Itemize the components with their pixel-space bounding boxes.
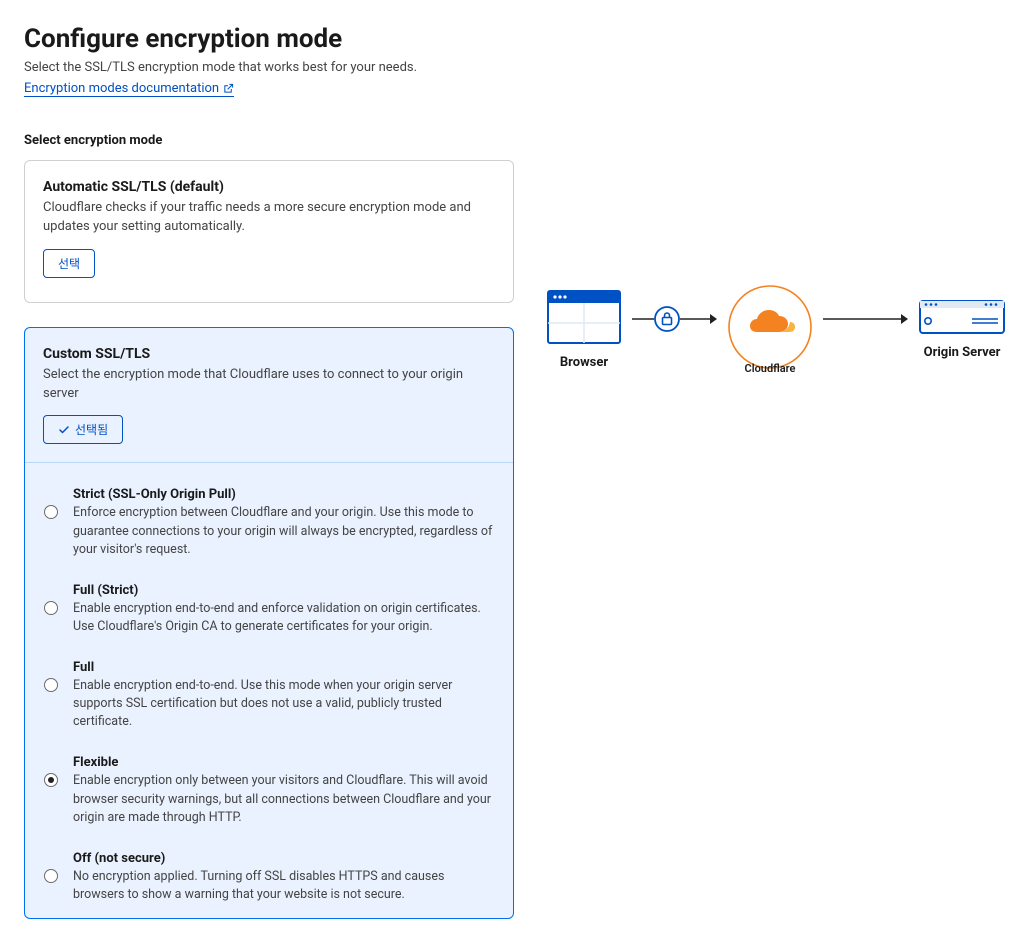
- selected-custom-button-label: 선택됨: [75, 421, 108, 438]
- section-label: Select encryption mode: [24, 133, 514, 148]
- option-desc: Enable encryption only between your visi…: [73, 772, 495, 826]
- connection-diagram: Browser: [546, 284, 1006, 375]
- documentation-link[interactable]: Encryption modes documentation: [24, 81, 234, 97]
- page-title: Configure encryption mode: [24, 24, 514, 54]
- select-automatic-button[interactable]: 선택: [43, 249, 95, 278]
- diagram-browser-label: Browser: [560, 355, 608, 370]
- page-subtitle: Select the SSL/TLS encryption mode that …: [24, 60, 514, 75]
- diagram-origin-label: Origin Server: [924, 345, 1001, 360]
- option-desc: Enforce encryption between Cloudflare an…: [73, 504, 495, 558]
- origin-server-icon: [918, 299, 1006, 335]
- diagram-arrow-cloudflare-origin: [823, 313, 908, 325]
- encryption-options-list: Strict (SSL-Only Origin Pull) Enforce enc…: [25, 462, 513, 918]
- option-title: Strict (SSL-Only Origin Pull): [73, 487, 495, 502]
- radio-input[interactable]: [44, 678, 58, 692]
- diagram-browser-node: Browser: [546, 289, 622, 370]
- radio-input[interactable]: [44, 601, 58, 615]
- card-automatic-ssl: Automatic SSL/TLS (default) Cloudflare c…: [24, 160, 514, 303]
- option-desc: Enable encryption end-to-end. Use this m…: [73, 677, 495, 731]
- card-custom-title: Custom SSL/TLS: [43, 346, 495, 362]
- diagram-arrow-browser-cloudflare: [632, 305, 717, 333]
- radio-input[interactable]: [44, 505, 58, 519]
- card-custom-desc: Select the encryption mode that Cloudfla…: [43, 366, 495, 404]
- browser-icon: [546, 289, 622, 345]
- encryption-option[interactable]: Full Enable encryption end-to-end. Use th…: [43, 650, 495, 745]
- option-title: Full (Strict): [73, 583, 495, 598]
- radio-input[interactable]: [44, 773, 58, 787]
- check-icon: [58, 424, 70, 436]
- option-title: Flexible: [73, 755, 495, 770]
- encryption-option[interactable]: Off (not secure) No encryption applied. T…: [43, 841, 495, 918]
- card-automatic-title: Automatic SSL/TLS (default): [43, 179, 495, 195]
- diagram-origin-node: Origin Server: [918, 299, 1006, 360]
- radio-input[interactable]: [44, 869, 58, 883]
- option-desc: Enable encryption end-to-end and enforce…: [73, 600, 495, 636]
- diagram-cloudflare-node: Cloudflare: [727, 284, 813, 375]
- external-link-icon: [223, 83, 234, 94]
- encryption-option[interactable]: Full (Strict) Enable encryption end-to-en…: [43, 573, 495, 650]
- selected-custom-button[interactable]: 선택됨: [43, 415, 123, 444]
- cloudflare-icon: [727, 284, 813, 370]
- encryption-option[interactable]: Flexible Enable encryption only between y…: [43, 745, 495, 840]
- card-automatic-desc: Cloudflare checks if your traffic needs …: [43, 199, 495, 237]
- card-custom-ssl: Custom SSL/TLS Select the encryption mod…: [24, 327, 514, 919]
- select-automatic-button-label: 선택: [58, 255, 80, 272]
- option-title: Off (not secure): [73, 851, 495, 866]
- documentation-link-text: Encryption modes documentation: [24, 81, 219, 96]
- diagram-cloudflare-label: Cloudflare: [745, 362, 796, 375]
- option-title: Full: [73, 660, 495, 675]
- encryption-option[interactable]: Strict (SSL-Only Origin Pull) Enforce enc…: [43, 477, 495, 572]
- option-desc: No encryption applied. Turning off SSL d…: [73, 868, 495, 904]
